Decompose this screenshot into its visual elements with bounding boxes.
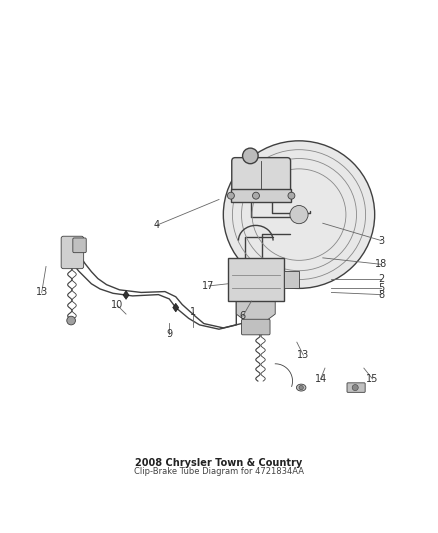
Text: 2: 2 — [378, 274, 384, 285]
Ellipse shape — [223, 141, 374, 288]
FancyBboxPatch shape — [73, 238, 86, 253]
Text: 6: 6 — [240, 311, 246, 321]
Circle shape — [299, 385, 304, 390]
Circle shape — [227, 192, 234, 199]
FancyBboxPatch shape — [228, 258, 284, 301]
Circle shape — [67, 316, 75, 325]
Text: 13: 13 — [35, 287, 48, 297]
Text: 2008 Chrysler Town & Country: 2008 Chrysler Town & Country — [135, 458, 303, 467]
Text: 13: 13 — [297, 350, 310, 360]
Circle shape — [352, 384, 358, 391]
FancyBboxPatch shape — [232, 158, 290, 192]
Circle shape — [243, 148, 258, 164]
Circle shape — [288, 192, 295, 199]
Text: 18: 18 — [375, 260, 387, 269]
Polygon shape — [236, 301, 275, 320]
FancyBboxPatch shape — [241, 319, 270, 335]
Text: 5: 5 — [378, 283, 384, 293]
Text: 4: 4 — [153, 221, 159, 230]
Text: 10: 10 — [111, 301, 124, 310]
Polygon shape — [231, 189, 291, 202]
FancyBboxPatch shape — [61, 236, 84, 269]
Text: 3: 3 — [378, 236, 384, 246]
Text: 1: 1 — [190, 307, 196, 317]
FancyBboxPatch shape — [347, 383, 365, 392]
Text: 17: 17 — [202, 281, 215, 291]
Text: 15: 15 — [366, 374, 379, 384]
Polygon shape — [173, 303, 179, 312]
Text: 14: 14 — [314, 374, 327, 384]
Text: 9: 9 — [166, 328, 172, 338]
Circle shape — [290, 206, 308, 224]
Polygon shape — [123, 290, 129, 300]
Ellipse shape — [297, 384, 306, 391]
Polygon shape — [284, 271, 299, 288]
Text: Clip-Brake Tube Diagram for 4721834AA: Clip-Brake Tube Diagram for 4721834AA — [134, 467, 304, 477]
Text: 8: 8 — [378, 289, 384, 300]
Circle shape — [253, 192, 259, 199]
